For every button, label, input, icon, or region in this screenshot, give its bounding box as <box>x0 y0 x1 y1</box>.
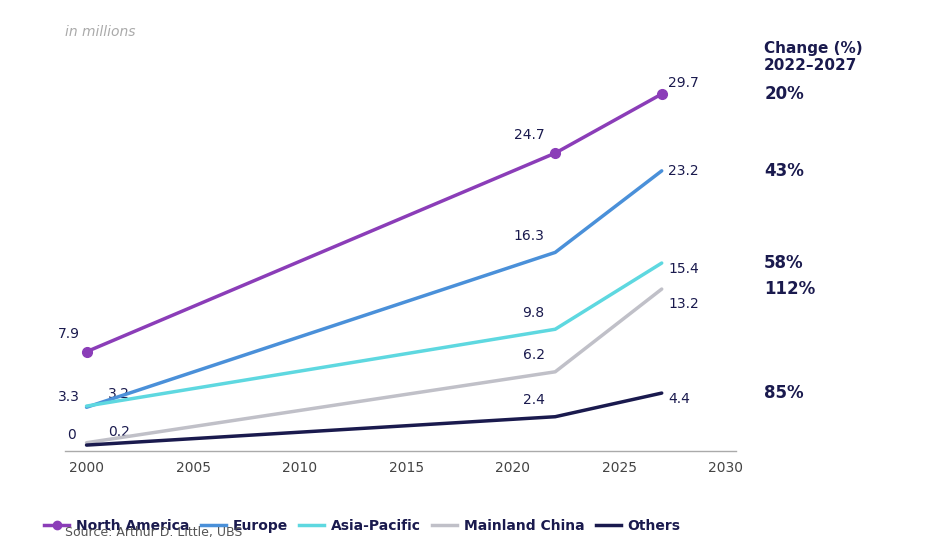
Text: 20%: 20% <box>764 85 804 103</box>
Text: 43%: 43% <box>764 162 804 180</box>
Text: 6.2: 6.2 <box>523 348 544 362</box>
Text: 3.3: 3.3 <box>59 390 80 404</box>
Text: 2.4: 2.4 <box>523 393 544 407</box>
Text: 2022–2027: 2022–2027 <box>764 58 857 73</box>
Text: 85%: 85% <box>764 384 804 402</box>
Text: 58%: 58% <box>764 254 804 272</box>
Text: 3.2: 3.2 <box>108 387 130 402</box>
Text: 16.3: 16.3 <box>514 229 544 243</box>
Text: 0: 0 <box>67 427 75 442</box>
Text: 0.2: 0.2 <box>108 425 130 439</box>
Text: 7.9: 7.9 <box>58 327 80 341</box>
Legend: North America, Europe, Asia-Pacific, Mainland China, Others: North America, Europe, Asia-Pacific, Mai… <box>38 513 686 538</box>
Text: 112%: 112% <box>764 280 816 298</box>
Text: Change (%): Change (%) <box>764 41 863 56</box>
Text: 9.8: 9.8 <box>523 306 544 320</box>
Text: 13.2: 13.2 <box>668 298 699 311</box>
Text: 15.4: 15.4 <box>668 262 699 276</box>
Text: 29.7: 29.7 <box>668 76 699 90</box>
Text: in millions: in millions <box>65 25 136 39</box>
Text: 24.7: 24.7 <box>514 129 544 142</box>
Text: 23.2: 23.2 <box>668 164 699 178</box>
Text: 4.4: 4.4 <box>668 392 690 406</box>
Text: Source: Arthur D. Little, UBS: Source: Arthur D. Little, UBS <box>65 526 242 539</box>
